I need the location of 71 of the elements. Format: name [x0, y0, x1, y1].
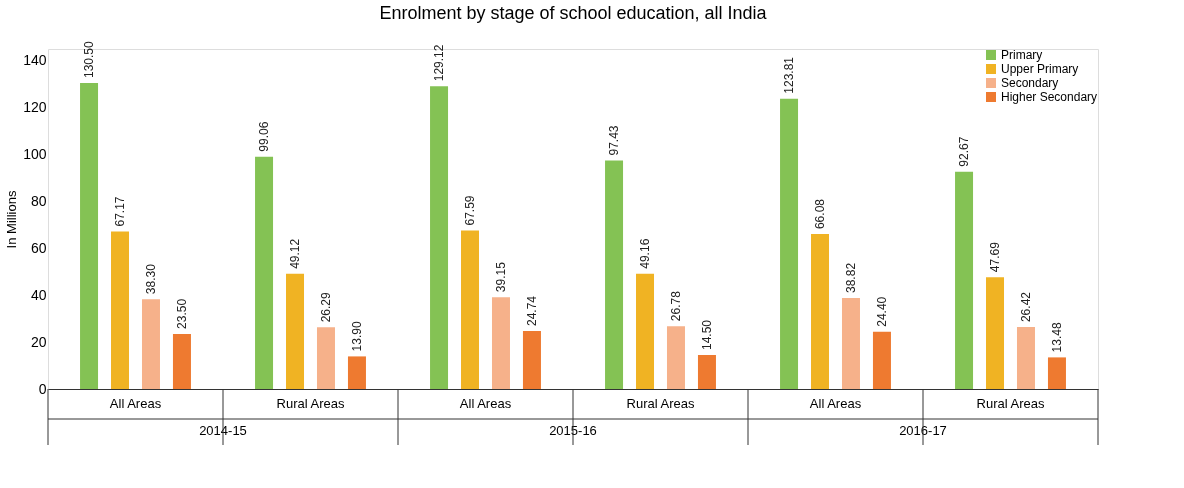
bar — [111, 231, 130, 389]
data-label: 97.43 — [607, 125, 622, 156]
data-label: 67.17 — [113, 196, 128, 227]
bar — [461, 230, 480, 389]
text: 2015-16 — [549, 423, 597, 438]
bar — [522, 330, 541, 389]
legend-label: Higher Secondary — [1001, 90, 1098, 104]
y-tick-label: 0 — [38, 380, 47, 397]
data-label: 129.12 — [432, 44, 447, 82]
x-tick-label: Rural Areas — [276, 395, 345, 411]
data-label: 26.78 — [668, 290, 683, 322]
data-label: 23.50 — [174, 298, 189, 329]
bar — [780, 98, 799, 389]
data-label: 92.67 — [957, 136, 972, 167]
legend-label: Secondary — [1001, 76, 1059, 90]
text: 2016-17 — [899, 423, 947, 438]
x-tick-label: All Areas — [459, 395, 512, 411]
bar — [811, 234, 830, 389]
bar — [986, 277, 1005, 389]
bar — [430, 86, 449, 389]
bar — [872, 331, 891, 389]
data-label: 13.48 — [1049, 322, 1064, 353]
data-label: 123.81 — [782, 56, 797, 94]
chart-title: Enrolment by stage of school education, all India — [379, 3, 768, 24]
text: 2014-15 — [199, 423, 247, 438]
y-tick-label: 20 — [30, 333, 47, 350]
data-label: 39.15 — [493, 261, 508, 293]
bar — [697, 355, 716, 389]
data-label: 26.29 — [318, 292, 333, 323]
x-tick-label: Rural Areas — [626, 395, 695, 411]
bar — [605, 160, 624, 389]
data-label: 24.74 — [524, 295, 539, 326]
data-label: 49.12 — [288, 238, 303, 269]
data-label: 13.90 — [349, 321, 364, 352]
y-tick-label: 80 — [30, 192, 47, 209]
bar — [286, 273, 305, 389]
x-tick-label: Rural Areas — [976, 395, 1045, 411]
bar — [955, 171, 974, 389]
data-label: 47.69 — [988, 241, 1003, 273]
bar — [1016, 327, 1035, 389]
x-tick-label: All Areas — [809, 395, 862, 411]
x-tick-label: All Areas — [109, 395, 162, 411]
bar — [316, 327, 335, 389]
data-label: 38.30 — [143, 263, 158, 295]
y-tick-label: 100 — [23, 146, 47, 163]
bar — [80, 83, 99, 389]
bar — [172, 333, 191, 389]
legend-label: Primary — [1001, 48, 1043, 62]
bar — [666, 326, 685, 389]
data-label: 49.16 — [638, 238, 653, 269]
data-label: 38.82 — [843, 262, 858, 293]
y-tick-label: 140 — [23, 52, 47, 69]
data-label: 14.50 — [699, 319, 714, 350]
data-label: 24.40 — [874, 296, 889, 327]
data-label: 130.50 — [82, 40, 97, 78]
y-axis-title: In Millions — [4, 190, 20, 249]
bar — [491, 297, 510, 389]
y-tick-label: 120 — [23, 99, 47, 116]
y-tick-label: 40 — [30, 286, 47, 303]
data-label: 66.08 — [813, 198, 828, 230]
bar — [255, 156, 274, 389]
y-tick-label: 60 — [30, 239, 47, 256]
bar — [1047, 357, 1066, 389]
legend-label: Upper Primary — [1001, 62, 1079, 76]
bar — [636, 273, 655, 389]
bar — [347, 356, 366, 389]
data-label: 67.59 — [463, 195, 478, 226]
data-label: 26.42 — [1018, 291, 1033, 323]
bar — [841, 297, 860, 389]
bar — [141, 299, 160, 389]
data-label: 99.06 — [257, 121, 272, 152]
